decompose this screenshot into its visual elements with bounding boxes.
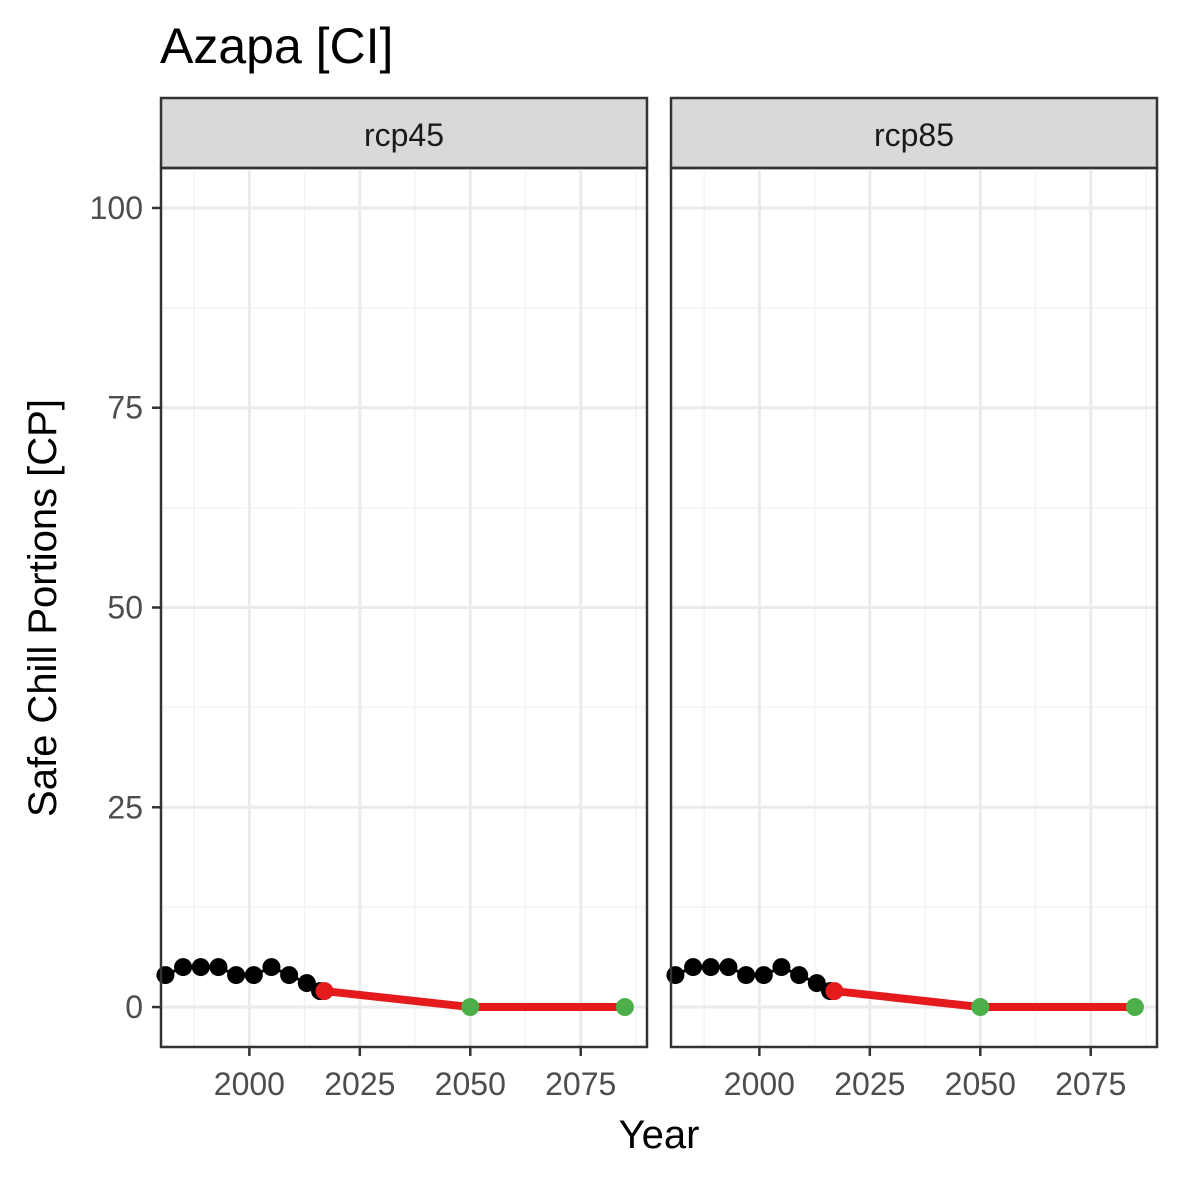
historic-point <box>719 958 738 977</box>
x-tick-label: 2000 <box>214 1066 285 1102</box>
historic-point <box>227 966 246 985</box>
scenario-point <box>315 982 334 1001</box>
panel-rcp85: rcp85 2000 2025 2050 2075 <box>666 96 1159 1102</box>
y-axis: 0 25 50 75 100 <box>90 190 161 1025</box>
x-tick-label: 2075 <box>1055 1066 1126 1102</box>
historic-point <box>772 958 791 977</box>
strip-label: rcp45 <box>364 117 444 153</box>
y-tick-label: 50 <box>107 590 143 626</box>
scenario-point <box>825 982 844 1001</box>
historic-point <box>262 958 281 977</box>
scenario-point <box>1125 998 1144 1017</box>
historic-point <box>807 974 826 993</box>
strip-header <box>159 96 649 170</box>
historic-point <box>174 958 193 977</box>
y-tick-label: 0 <box>125 989 143 1025</box>
historic-point <box>737 966 756 985</box>
scenario-point <box>971 998 990 1017</box>
panels: rcp45 2000 2025 2050 2075 rcp85 2000 2025 2050 20… <box>156 96 1159 1102</box>
x-tick-label: 2025 <box>324 1066 395 1102</box>
x-tick-label: 2000 <box>724 1066 795 1102</box>
historic-point <box>684 958 703 977</box>
strip-header <box>669 96 1159 170</box>
historic-point <box>209 958 228 977</box>
panel-border <box>669 166 1159 1049</box>
y-axis-title: Safe Chill Portions [CP] <box>21 399 65 817</box>
x-axis-title: Year <box>619 1113 700 1157</box>
y-tick-label: 75 <box>107 390 143 426</box>
historic-point <box>790 966 809 985</box>
historic-point <box>191 958 210 977</box>
y-tick-label: 100 <box>90 190 143 226</box>
x-tick-label: 2075 <box>545 1066 616 1102</box>
x-tick-label: 2050 <box>945 1066 1016 1102</box>
historic-point <box>280 966 299 985</box>
strip-label: rcp85 <box>874 117 954 153</box>
panel-rcp45: rcp45 2000 2025 2050 2075 <box>156 96 649 1102</box>
historic-point <box>297 974 316 993</box>
chart-title: Azapa [CI] <box>160 18 393 74</box>
x-tick-label: 2050 <box>435 1066 506 1102</box>
historic-point <box>701 958 720 977</box>
historic-point <box>666 966 685 985</box>
historic-point <box>244 966 263 985</box>
scenario-point <box>615 998 634 1017</box>
scenario-point <box>461 998 480 1017</box>
x-tick-label: 2025 <box>834 1066 905 1102</box>
historic-point <box>754 966 773 985</box>
historic-point <box>156 966 175 985</box>
y-tick-label: 25 <box>107 789 143 825</box>
